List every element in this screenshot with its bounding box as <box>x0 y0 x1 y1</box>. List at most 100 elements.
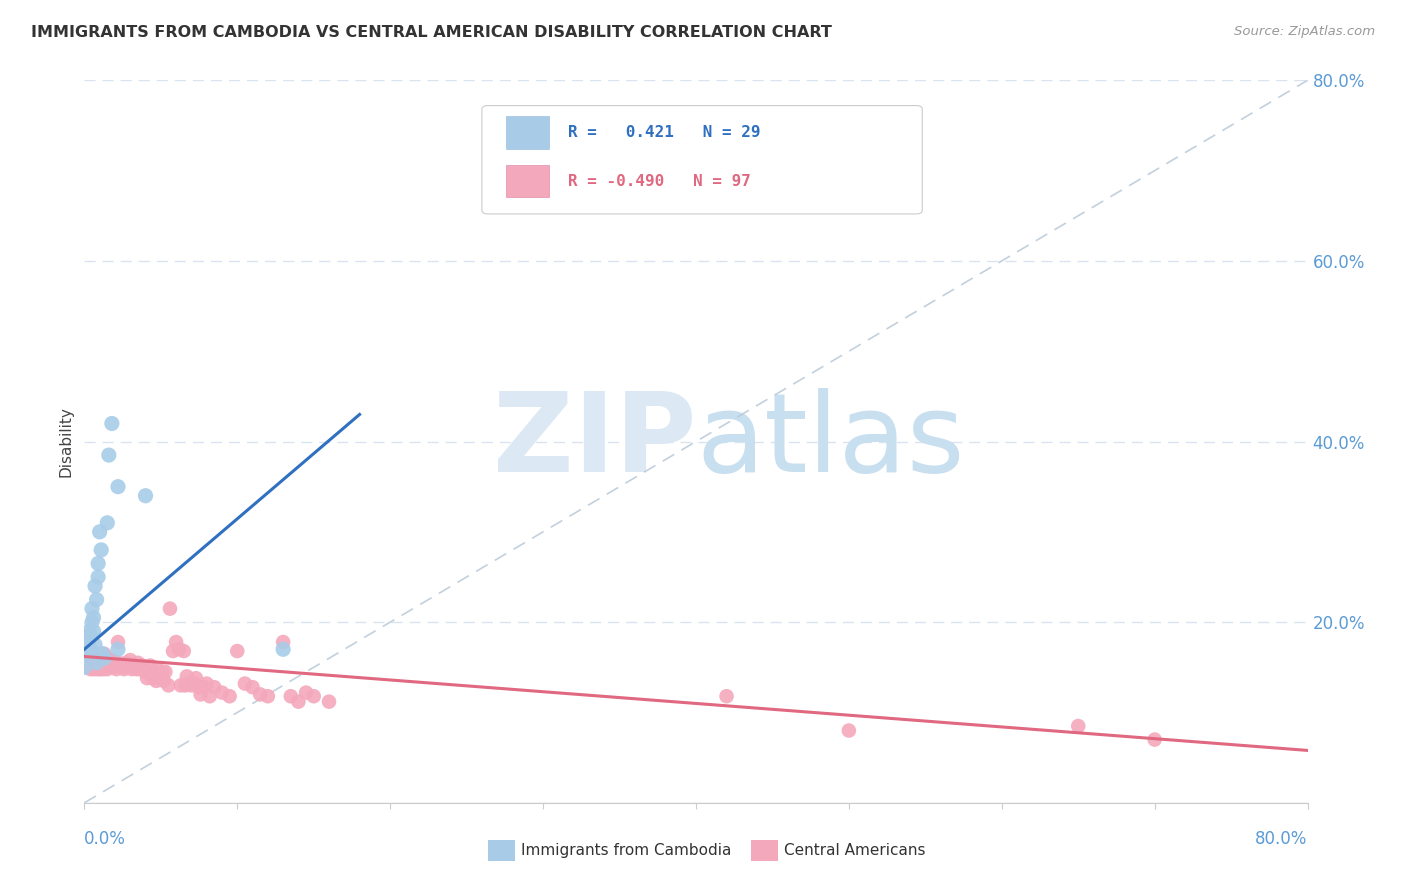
Point <box>155 665 177 679</box>
Point <box>80 615 103 630</box>
Point <box>716 690 738 704</box>
Point <box>107 656 129 670</box>
Point <box>125 662 148 676</box>
Point <box>131 658 153 673</box>
Point <box>105 662 128 676</box>
Point <box>162 644 184 658</box>
Point <box>73 651 96 665</box>
Point <box>139 658 162 673</box>
Bar <box>506 165 550 197</box>
Point <box>211 685 233 699</box>
Point <box>180 678 202 692</box>
Point <box>249 687 271 701</box>
Point <box>111 660 134 674</box>
Point <box>76 629 98 643</box>
Point <box>86 656 108 670</box>
Point <box>77 633 100 648</box>
Point <box>112 662 135 676</box>
Point <box>98 658 121 673</box>
Point <box>280 690 302 704</box>
Point <box>90 656 112 670</box>
Point <box>89 524 111 539</box>
Point <box>90 542 112 557</box>
Text: atlas: atlas <box>696 388 965 495</box>
Point <box>149 671 172 685</box>
Point <box>86 653 108 667</box>
Point <box>198 690 221 704</box>
Point <box>128 662 150 676</box>
Point <box>80 601 103 615</box>
Point <box>73 660 96 674</box>
Point <box>115 658 138 673</box>
FancyBboxPatch shape <box>482 105 922 214</box>
Point <box>177 676 200 690</box>
Point <box>120 653 142 667</box>
Point <box>79 642 101 657</box>
Text: Source: ZipAtlas.com: Source: ZipAtlas.com <box>1234 25 1375 38</box>
Point <box>93 647 115 661</box>
Point <box>138 665 160 679</box>
Point <box>122 658 145 673</box>
Point <box>257 690 280 704</box>
Point <box>77 653 100 667</box>
Point <box>89 662 111 676</box>
Point <box>83 624 105 639</box>
Point <box>84 658 107 673</box>
Point <box>96 662 118 676</box>
Point <box>83 653 105 667</box>
Point <box>107 635 129 649</box>
Point <box>121 662 143 676</box>
Point <box>302 690 325 704</box>
Point <box>83 610 105 624</box>
Point <box>127 656 149 670</box>
Point <box>295 685 318 699</box>
Point <box>195 676 218 690</box>
Point <box>101 653 124 667</box>
Point <box>91 647 114 661</box>
Point <box>89 653 111 667</box>
Point <box>91 651 114 665</box>
Bar <box>506 116 550 149</box>
Point <box>84 579 107 593</box>
Point <box>218 690 240 704</box>
Point <box>170 678 193 692</box>
Point <box>318 695 340 709</box>
Point <box>96 651 118 665</box>
Point <box>174 678 197 692</box>
Point <box>176 669 198 683</box>
Point <box>80 651 103 665</box>
Point <box>124 660 146 674</box>
Point <box>242 680 264 694</box>
Point <box>188 680 211 694</box>
Point <box>107 642 129 657</box>
Point <box>114 656 136 670</box>
Point <box>838 723 860 738</box>
Point <box>142 671 165 685</box>
Point <box>86 662 108 676</box>
Point <box>1143 732 1166 747</box>
Point <box>157 678 180 692</box>
Point <box>104 656 127 670</box>
Point <box>271 635 294 649</box>
Text: R =   0.421   N = 29: R = 0.421 N = 29 <box>568 125 761 140</box>
Text: 0.0%: 0.0% <box>84 830 127 848</box>
Point <box>97 448 120 462</box>
Point <box>233 676 256 690</box>
Point <box>75 647 97 661</box>
Text: 80.0%: 80.0% <box>1256 830 1308 848</box>
Point <box>97 656 120 670</box>
Point <box>103 660 125 674</box>
Point <box>190 687 212 701</box>
Point <box>136 671 159 685</box>
Point <box>96 516 118 530</box>
Text: Immigrants from Cambodia: Immigrants from Cambodia <box>522 843 731 858</box>
Point <box>87 557 110 571</box>
Point <box>79 629 101 643</box>
Point <box>84 638 107 652</box>
Text: ZIP: ZIP <box>492 388 696 495</box>
Point <box>93 662 115 676</box>
Point <box>193 680 215 694</box>
Text: IMMIGRANTS FROM CAMBODIA VS CENTRAL AMERICAN DISABILITY CORRELATION CHART: IMMIGRANTS FROM CAMBODIA VS CENTRAL AMER… <box>31 25 832 40</box>
Point <box>75 656 97 670</box>
Bar <box>751 840 778 861</box>
